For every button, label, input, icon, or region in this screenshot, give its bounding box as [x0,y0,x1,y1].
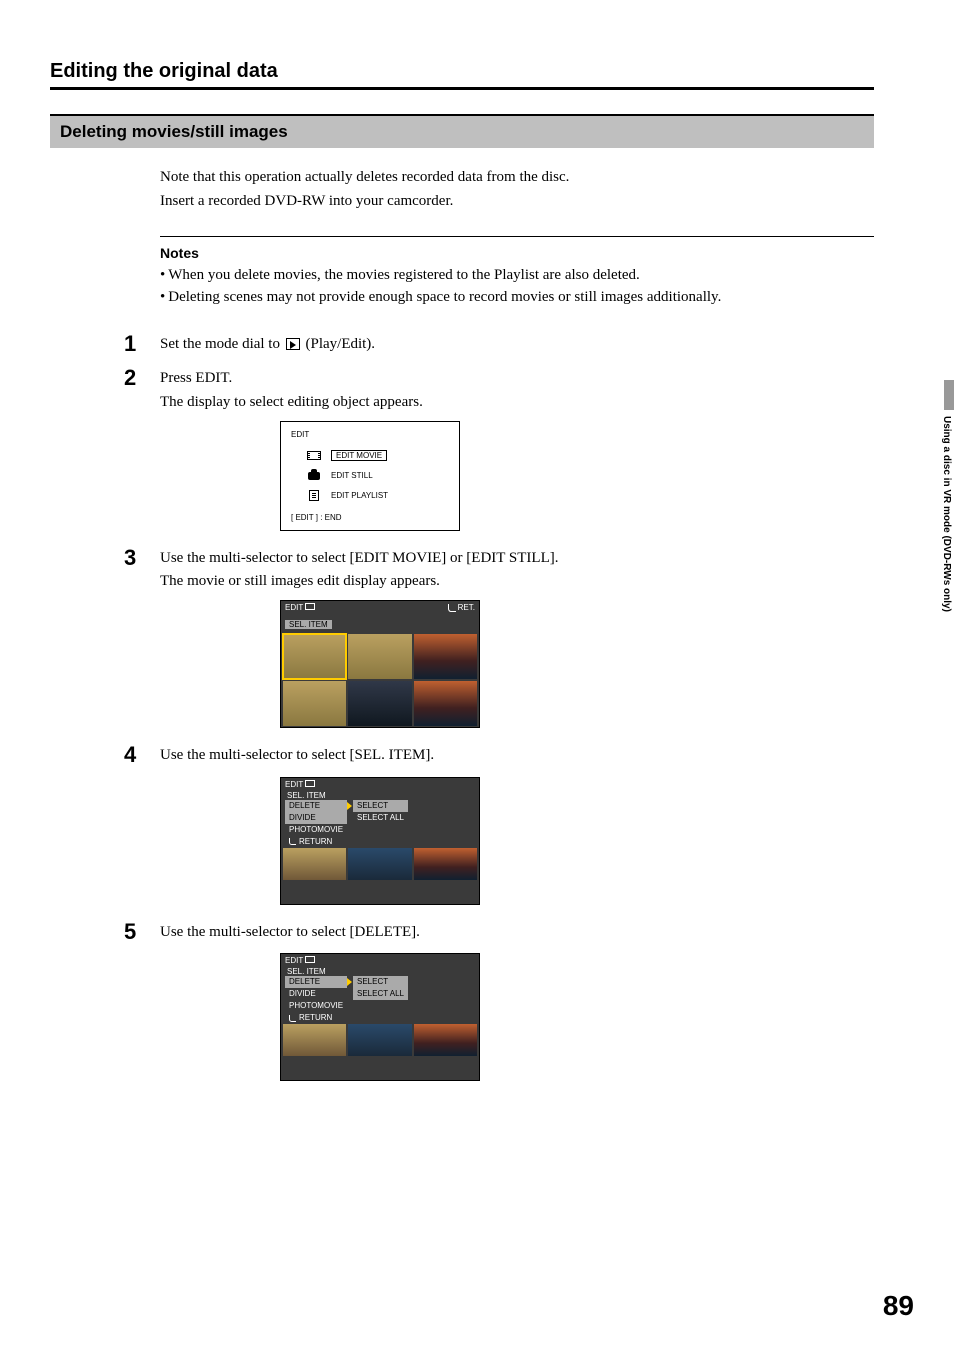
step-text: Use the multi-selector to select [EDIT M… [160,547,874,570]
step-number: 1 [124,331,136,357]
return-label: RET. [448,603,475,612]
caret-icon [347,802,352,810]
menu-item: SELECT [353,976,408,988]
play-icon [286,338,300,350]
lcd-label: EDIT [285,603,315,612]
step-text: Set the mode dial to (Play/Edit). [160,333,874,356]
menu-item: SELECT ALL [353,988,408,1000]
lcd-sublabel: SEL. ITEM [281,967,479,976]
lcd-footer: [ EDIT ] : END [291,513,459,522]
menu-item: SELECT [353,800,408,812]
film-icon [307,451,321,461]
menu-item: RETURN [285,836,347,848]
page-number: 89 [883,1290,914,1322]
note-item: •Deleting scenes may not provide enough … [160,287,874,309]
return-arrow-icon [289,838,296,845]
menu-item: PHOTOMOVIE [285,1000,347,1012]
menu-left: DELETE DIVIDE PHOTOMOVIE RETURN [285,976,347,1024]
menu-item: DIVIDE [285,988,347,1000]
lcd-sublabel: SEL. ITEM [281,791,479,800]
notes-heading: Notes [160,245,874,261]
text-run: (Play/Edit). [302,336,375,352]
menu-item: DELETE [285,800,347,812]
step: 2 Press EDIT. The display to select edit… [160,367,874,531]
step-text: Press EDIT. [160,367,874,390]
lcd-screenshot: EDIT SEL. ITEM DELETE DIVIDE PHOTOMOVIE … [280,777,874,905]
step: 3 Use the multi-selector to select [EDIT… [160,547,874,729]
step-number: 5 [124,919,136,945]
menu-item: RETURN [285,1012,347,1024]
lcd-screenshot: EDIT SEL. ITEM DELETE DIVIDE PHOTOMOVIE … [280,953,874,1081]
thumbnail [283,634,346,679]
menu-item: DIVIDE [285,812,347,824]
thumbnail [414,681,477,726]
intro-line: Insert a recorded DVD-RW into your camco… [160,190,874,213]
camera-icon [307,471,321,481]
step: 5 Use the multi-selector to select [DELE… [160,921,874,1082]
thumbnail [283,681,346,726]
menu-item: EDIT STILL [331,471,373,480]
lcd-label: EDIT [281,778,479,791]
arrow-left-icon: ← [293,730,301,739]
thumbnail [348,681,411,726]
menu-item: DELETE [285,976,347,988]
section-heading: Deleting movies/still images [50,114,874,148]
menu-item: EDIT PLAYLIST [331,491,388,500]
note-text: When you delete movies, the movies regis… [168,265,640,287]
sel-item-label: SEL. ITEM [285,620,332,629]
menu-right: SELECT SELECT ALL [353,800,408,824]
step-text: Use the multi-selector to select [SEL. I… [160,744,874,767]
menu-item: SELECT ALL [353,812,408,824]
lcd-screenshot: EDIT RET. SEL. ITEM ← 1/2 → [280,600,874,728]
lcd-label: EDIT [291,430,459,439]
thumbnail-row [283,848,477,880]
note-item: •When you delete movies, the movies regi… [160,265,874,287]
step-subtext: The movie or still images edit display a… [160,573,874,590]
thumbnail [414,634,477,679]
text-run: Set the mode dial to [160,336,284,352]
menu-left: DELETE DIVIDE PHOTOMOVIE RETURN [285,800,347,848]
playlist-icon [307,491,321,501]
page-indicator: 1/2 [374,730,385,739]
side-tab: Using a disc in VR mode (DVD-RWs only) [930,380,954,710]
chapter-title: Editing the original data [50,60,874,90]
thumbnail-grid [281,632,479,728]
step-subtext: The display to select editing object app… [160,394,874,411]
intro-line: Note that this operation actually delete… [160,166,874,189]
bullet-icon: • [160,265,165,287]
arrow-right-icon: → [459,730,467,739]
note-text: Deleting scenes may not provide enough s… [168,287,721,309]
step-number: 2 [124,365,136,391]
caret-icon [347,978,352,986]
step: 1 Set the mode dial to (Play/Edit). [160,333,874,356]
side-tab-text: Using a disc in VR mode (DVD-RWs only) [941,416,952,612]
lcd-label: EDIT [281,954,479,967]
step: 4 Use the multi-selector to select [SEL.… [160,744,874,905]
lcd-screenshot: EDIT EDIT MOVIE EDIT STILL EDIT PLAYLIST… [280,421,874,531]
return-arrow-icon [289,1015,296,1022]
bullet-icon: • [160,287,165,309]
menu-item: EDIT MOVIE [331,450,387,461]
intro-text: Note that this operation actually delete… [160,166,874,212]
thumbnail [348,634,411,679]
notes-block: Notes •When you delete movies, the movie… [160,236,874,309]
menu-right: SELECT SELECT ALL [353,976,408,1000]
step-number: 4 [124,742,136,768]
step-number: 3 [124,545,136,571]
menu-item: PHOTOMOVIE [285,824,347,836]
tab-marker [944,380,954,410]
thumbnail-row [283,1024,477,1056]
step-text: Use the multi-selector to select [DELETE… [160,921,874,944]
